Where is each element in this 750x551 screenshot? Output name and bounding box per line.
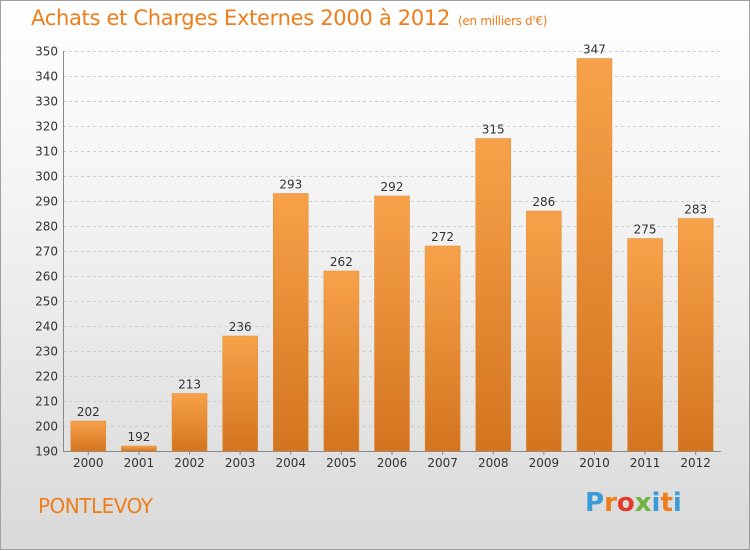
logo-letter: i xyxy=(672,488,682,518)
bar-2002 xyxy=(171,393,208,452)
y-tick-label: 330 xyxy=(35,95,58,109)
x-tick-label: 2012 xyxy=(680,456,711,470)
x-tick-label: 2006 xyxy=(377,456,408,470)
y-tick-label: 340 xyxy=(35,70,58,84)
bar-value-label: 262 xyxy=(330,255,353,269)
x-tick-label: 2010 xyxy=(579,456,610,470)
bar-value-label: 283 xyxy=(684,203,707,217)
y-tick-label: 300 xyxy=(35,170,58,184)
bar-value-label: 236 xyxy=(229,320,252,334)
logo-letter: r xyxy=(604,488,617,518)
bar-2001 xyxy=(121,445,157,452)
bar-2007 xyxy=(424,245,461,452)
y-tick-label: 250 xyxy=(35,295,58,309)
y-tick-label: 270 xyxy=(35,245,58,259)
bar-value-label: 272 xyxy=(431,230,454,244)
bar-value-label: 202 xyxy=(77,405,100,419)
logo-letter: t xyxy=(660,488,673,518)
bar-2011 xyxy=(627,238,663,452)
bars-group xyxy=(70,58,714,452)
x-tick-label: 2001 xyxy=(124,456,155,470)
bar-2000 xyxy=(70,420,107,452)
x-tick-label: 2005 xyxy=(326,456,357,470)
bar-2012 xyxy=(677,218,714,452)
x-tick-label: 2007 xyxy=(427,456,458,470)
bar-value-label: 347 xyxy=(583,43,606,57)
chart-title: Achats et Charges Externes 2000 à 2012 (e… xyxy=(31,6,547,30)
x-tick-label: 2000 xyxy=(73,456,104,470)
y-tick-label: 350 xyxy=(35,45,58,59)
logo-letter: i xyxy=(651,488,661,518)
x-tick-label: 2008 xyxy=(478,456,509,470)
bar-value-label: 315 xyxy=(482,123,505,137)
y-tick-label: 200 xyxy=(35,420,58,434)
bar-value-label: 293 xyxy=(279,178,302,192)
x-tick-label: 2009 xyxy=(529,456,560,470)
bar-2003 xyxy=(222,335,258,452)
bar-2006 xyxy=(374,195,410,452)
logo-letter: o xyxy=(616,488,635,518)
y-tick-label: 260 xyxy=(35,270,58,284)
logo-letter: P xyxy=(585,488,605,518)
bar-value-label: 292 xyxy=(381,180,404,194)
bar-value-label: 286 xyxy=(532,195,555,209)
x-tick-label: 2003 xyxy=(225,456,256,470)
y-tick-label: 210 xyxy=(35,395,58,409)
y-tick-label: 230 xyxy=(35,345,58,359)
bar-2009 xyxy=(526,210,562,452)
bar-value-label: 213 xyxy=(178,378,201,392)
y-tick-label: 290 xyxy=(35,195,58,209)
x-tick-label: 2002 xyxy=(174,456,205,470)
bar-2004 xyxy=(273,193,309,452)
y-tick-label: 240 xyxy=(35,320,58,334)
bar-2005 xyxy=(323,270,360,452)
logo-letter: x xyxy=(634,488,652,518)
y-tick-label: 320 xyxy=(35,120,58,134)
x-tick-label: 2011 xyxy=(630,456,661,470)
y-tick-label: 310 xyxy=(35,145,58,159)
bar-2008 xyxy=(475,138,511,452)
bar-value-label: 192 xyxy=(127,430,150,444)
chart-title-text: Achats et Charges Externes 2000 à 2012 xyxy=(31,6,451,30)
bar-2010 xyxy=(576,58,613,452)
labels-group: 190 200 210 220 230 240 250 260 270 280 290 300 310 3… xyxy=(35,43,711,471)
commune-name: PONTLEVOY xyxy=(38,494,153,518)
proxiti-logo[interactable]: Proxiti xyxy=(585,488,682,518)
y-tick-label: 190 xyxy=(35,445,58,459)
x-tick-label: 2004 xyxy=(275,456,306,470)
y-tick-label: 220 xyxy=(35,370,58,384)
bar-value-label: 275 xyxy=(634,223,657,237)
chart-subtitle: (en milliers d'€) xyxy=(458,14,548,28)
y-tick-label: 280 xyxy=(35,220,58,234)
